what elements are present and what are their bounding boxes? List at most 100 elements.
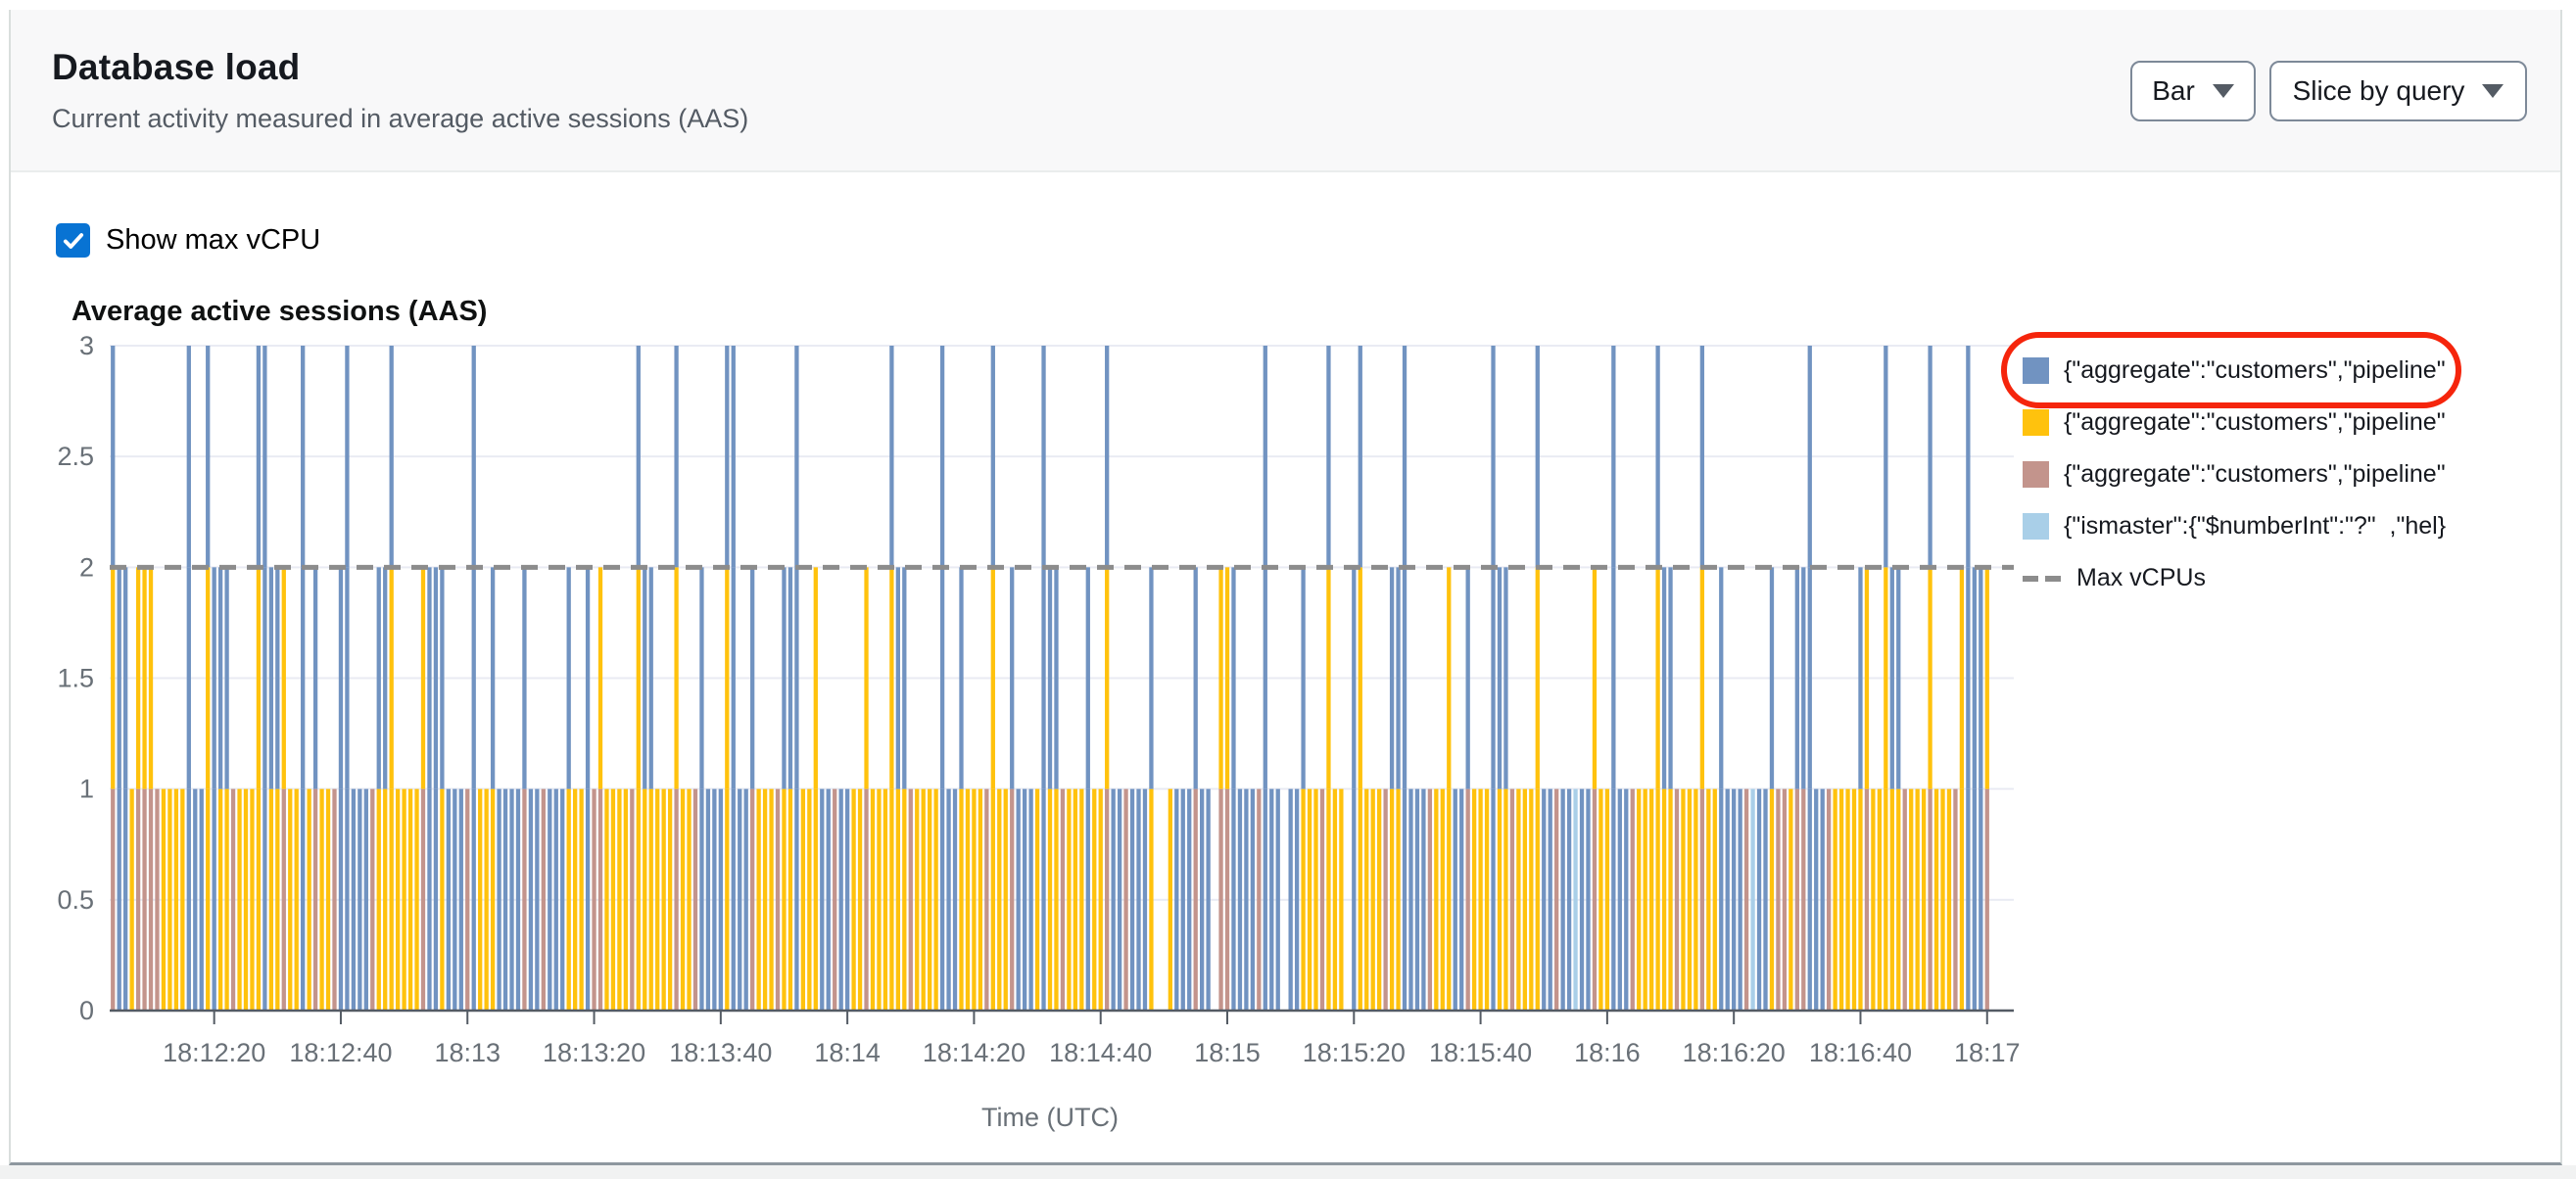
bar-segment bbox=[294, 788, 299, 1011]
bar-segment bbox=[762, 788, 768, 1011]
chevron-down-icon bbox=[2482, 84, 2504, 98]
bar-segment bbox=[427, 567, 432, 789]
x-tick-label: 18:13 bbox=[434, 1038, 501, 1067]
bar-segment bbox=[1047, 788, 1053, 1011]
bar-segment bbox=[889, 788, 894, 1011]
bar-segment bbox=[117, 788, 121, 1011]
slice-by-dropdown[interactable]: Slice by query bbox=[2269, 61, 2527, 121]
bar-segment bbox=[769, 788, 774, 1011]
bar-segment bbox=[376, 567, 381, 789]
bar-segment bbox=[1174, 788, 1179, 1011]
bar-segment bbox=[643, 788, 647, 1011]
x-axis-title: Time (UTC) bbox=[981, 1103, 1119, 1132]
bar-segment bbox=[579, 788, 584, 1011]
bar-segment bbox=[1503, 567, 1508, 789]
bar-segment bbox=[1655, 567, 1660, 789]
show-max-vcpu-checkbox[interactable] bbox=[56, 223, 90, 258]
bar-segment bbox=[794, 788, 799, 1011]
bar-segment bbox=[471, 346, 476, 568]
bar-segment bbox=[1814, 788, 1819, 1011]
bar-segment bbox=[262, 788, 267, 1011]
bar-segment bbox=[1402, 567, 1407, 789]
bar-segment bbox=[1358, 567, 1362, 789]
show-max-vcpu-checkbox-row[interactable]: Show max vCPU bbox=[56, 223, 320, 258]
bar-segment bbox=[1782, 788, 1788, 1011]
bar-segment bbox=[990, 346, 995, 568]
bar-segment bbox=[1529, 788, 1534, 1011]
chart-type-dropdown[interactable]: Bar bbox=[2130, 61, 2256, 121]
bar-segment bbox=[1884, 346, 1888, 568]
bar-segment bbox=[1573, 788, 1578, 1011]
bar-segment bbox=[1827, 788, 1832, 1011]
bar-segment bbox=[1339, 788, 1344, 1011]
bar-segment bbox=[902, 567, 907, 789]
x-tick-label: 18:12:40 bbox=[289, 1038, 392, 1067]
bar-segment bbox=[206, 788, 211, 1011]
bar-segment bbox=[1789, 788, 1793, 1011]
bar-segment bbox=[433, 567, 439, 789]
bar-segment bbox=[1085, 567, 1090, 789]
bar-segment bbox=[206, 567, 211, 789]
bar-segment bbox=[420, 788, 426, 1011]
bar-segment bbox=[212, 567, 216, 789]
bar-segment bbox=[142, 788, 147, 1011]
bar-segment bbox=[186, 346, 191, 568]
bar-segment bbox=[1054, 788, 1059, 1011]
bar-segment bbox=[541, 788, 546, 1011]
bar-segment bbox=[1396, 788, 1401, 1011]
bar-segment bbox=[383, 567, 388, 789]
bar-segment bbox=[908, 788, 913, 1011]
bar-segment bbox=[1966, 788, 1971, 1011]
bar-segment bbox=[1984, 788, 1989, 1011]
bar-segment bbox=[1326, 346, 1331, 568]
bar-segment bbox=[643, 567, 647, 789]
bar-segment bbox=[1231, 567, 1236, 789]
bar-segment bbox=[870, 788, 876, 1011]
legend-label: Max vCPUs bbox=[2076, 564, 2206, 591]
bar-segment bbox=[1637, 788, 1642, 1011]
legend-item-0[interactable]: {"aggregate":"customers","pipeline" bbox=[2023, 345, 2446, 397]
bar-segment bbox=[1750, 788, 1755, 1011]
bar-segment bbox=[1465, 567, 1470, 789]
bar-segment bbox=[1041, 788, 1046, 1011]
bar-segment bbox=[148, 788, 154, 1011]
bar-segment bbox=[592, 788, 596, 1011]
bar-segment bbox=[262, 567, 267, 789]
bar-segment bbox=[1389, 567, 1395, 789]
bar-segment bbox=[1257, 788, 1262, 1011]
bar-segment bbox=[1358, 346, 1362, 568]
bar-segment bbox=[1655, 788, 1660, 1011]
bar-segment bbox=[1098, 788, 1103, 1011]
bar-segment bbox=[1928, 788, 1932, 1011]
bar-segment bbox=[212, 788, 216, 1011]
bar-segment bbox=[597, 788, 603, 1011]
y-tick-label: 1.5 bbox=[57, 664, 94, 693]
chevron-down-icon bbox=[2212, 84, 2234, 98]
bar-segment bbox=[1092, 788, 1097, 1011]
bar-segment bbox=[1851, 788, 1857, 1011]
bar-segment bbox=[1396, 567, 1401, 789]
bar-segment bbox=[1022, 788, 1027, 1011]
bar-segment bbox=[1471, 788, 1477, 1011]
bar-segment bbox=[750, 567, 755, 789]
legend-item-3[interactable]: {"ismaster":{"$numberInt":"?" ,"hel} bbox=[2023, 500, 2446, 552]
bar-segment bbox=[123, 567, 128, 789]
bar-segment bbox=[1079, 788, 1084, 1011]
bar-segment bbox=[345, 567, 350, 789]
x-tick-label: 18:15:20 bbox=[1303, 1038, 1406, 1067]
legend-item-1[interactable]: {"aggregate":"customers","pipeline" bbox=[2023, 397, 2446, 448]
bar-segment bbox=[319, 788, 324, 1011]
bar-segment bbox=[1010, 788, 1015, 1011]
bar-segment bbox=[1801, 788, 1806, 1011]
bar-segment bbox=[1516, 788, 1521, 1011]
bar-segment bbox=[1497, 567, 1503, 789]
bar-segment bbox=[1959, 567, 1965, 789]
legend-item-max-vcpus[interactable]: Max vCPUs bbox=[2023, 552, 2446, 604]
bar-segment bbox=[820, 788, 825, 1011]
bar-segment bbox=[1921, 788, 1927, 1011]
legend-item-2[interactable]: {"aggregate":"customers","pipeline" bbox=[2023, 448, 2446, 500]
bar-segment bbox=[1807, 346, 1812, 568]
bar-segment bbox=[1224, 788, 1230, 1011]
bar-segment bbox=[813, 567, 818, 789]
bar-segment bbox=[1966, 346, 1971, 568]
